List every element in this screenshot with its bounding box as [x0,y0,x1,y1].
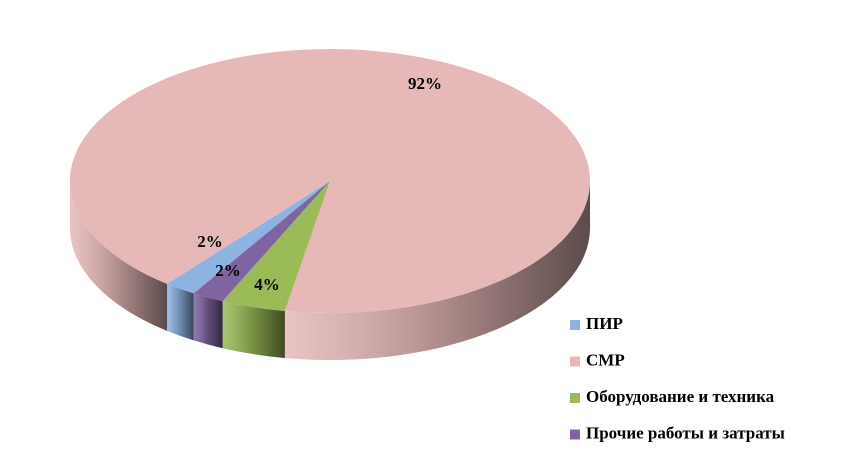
pie-slice [222,181,330,311]
data-label: 4% [254,275,280,294]
pie-tops [70,49,591,314]
legend-swatch [570,320,580,330]
pie-side [193,293,223,349]
legend-label: СМР [586,350,625,369]
legend-label: ПИР [586,314,623,333]
legend-swatch [570,429,580,440]
data-label: 2% [215,261,241,280]
pie-slice [193,181,330,302]
legend-label: Оборудование и техника [586,387,775,406]
legend: ПИР СМР Оборудование и техника Прочие работ… [570,314,785,442]
pie-slice [70,49,591,314]
legend-swatch [570,393,580,403]
legend-label: Прочие работы и затраты [586,423,785,442]
pie-side [167,283,194,341]
data-labels: 2% 92% 4% 2% [197,74,442,294]
data-label: 92% [408,74,442,93]
pie-slice [167,181,330,294]
legend-swatch [570,356,580,367]
data-label: 2% [197,232,223,251]
